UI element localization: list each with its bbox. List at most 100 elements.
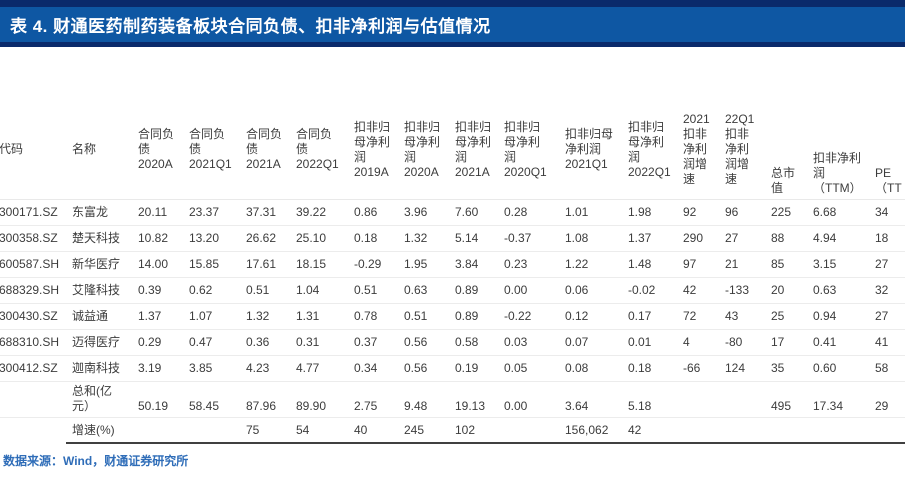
title-bottom-stripe: [0, 42, 905, 47]
cell-r8-c15: [813, 417, 875, 444]
cell-r3-c2: 0.39: [138, 277, 189, 304]
cell-r2-c9: 0.23: [504, 251, 565, 278]
cell-r5-c8: 0.58: [455, 329, 504, 356]
data-source-note: 数据来源：Wind，财通证券研究所: [3, 454, 189, 468]
cell-r3-c5: 1.04: [296, 277, 354, 304]
cell-r6-c2: 3.19: [138, 355, 189, 382]
cell-r5-c4: 0.36: [246, 329, 296, 356]
cell-r1-c15: 4.94: [813, 225, 875, 252]
cell-r1-c1: 楚天科技: [66, 225, 138, 252]
cell-r6-c15: 0.60: [813, 355, 875, 382]
cell-r6-c8: 0.19: [455, 355, 504, 382]
cell-r3-c8: 0.89: [455, 277, 504, 304]
column-header-3: 合同负 债 2021Q1: [189, 100, 246, 200]
column-header-15: 扣非净利 润 （TTM）: [813, 100, 875, 200]
cell-r0-c0: 300171.SZ: [0, 199, 66, 226]
cell-r4-c1: 诚益通: [66, 303, 138, 330]
cell-r3-c10: 0.06: [565, 277, 628, 304]
cell-r1-c10: 1.08: [565, 225, 628, 252]
cell-r8-c5: 54: [296, 417, 354, 444]
cell-r7-c10: 3.64: [565, 381, 628, 418]
title-main-bar: 表 4. 财通医药制药装备板块合同负债、扣非净利润与估值情况: [0, 7, 905, 42]
cell-r3-c15: 0.63: [813, 277, 875, 304]
column-header-11: 扣非归 母净利 润 2022Q1: [628, 100, 683, 200]
cell-r1-c9: -0.37: [504, 225, 565, 252]
cell-r3-c4: 0.51: [246, 277, 296, 304]
title-top-stripe: [0, 0, 905, 7]
cell-r2-c15: 3.15: [813, 251, 875, 278]
cell-r6-c5: 4.77: [296, 355, 354, 382]
row-ailong: 688329.SH 艾隆科技 0.39 0.62 0.51 1.04 0.51 0.63 0.8…: [0, 277, 905, 304]
cell-r4-c12: 72: [683, 303, 725, 330]
cell-r7-c16: 29: [875, 381, 905, 418]
column-header-6: 扣非归 母净利 润 2019A: [354, 100, 404, 200]
cell-r3-c12: 42: [683, 277, 725, 304]
cell-r0-c13: 96: [725, 199, 771, 226]
cell-r7-c6: 2.75: [354, 381, 404, 418]
row-dongfulong: 300171.SZ 东富龙 20.11 23.37 37.31 39.22 0.86 3.96…: [0, 199, 905, 226]
cell-r3-c13: -133: [725, 277, 771, 304]
cell-r6-c1: 迦南科技: [66, 355, 138, 382]
cell-r0-c6: 0.86: [354, 199, 404, 226]
cell-r2-c4: 17.61: [246, 251, 296, 278]
cell-r5-c11: 0.01: [628, 329, 683, 356]
cell-r4-c5: 1.31: [296, 303, 354, 330]
cell-r5-c12: 4: [683, 329, 725, 356]
cell-r8-c4: 75: [246, 417, 296, 444]
cell-r1-c7: 1.32: [404, 225, 455, 252]
cell-r8-c16: [875, 417, 905, 444]
cell-r6-c13: 124: [725, 355, 771, 382]
cell-r0-c10: 1.01: [565, 199, 628, 226]
column-header-8: 扣非归 母净利 润 2021A: [455, 100, 504, 200]
cell-r8-c1: 增速(%): [66, 417, 138, 444]
column-header-12: 2021 扣非 净利 润增 速: [683, 100, 725, 200]
row-xinhua: 600587.SH 新华医疗 14.00 15.85 17.61 18.15 -0.29 1.…: [0, 251, 905, 278]
cell-r2-c7: 1.95: [404, 251, 455, 278]
cell-r8-c9: [504, 417, 565, 444]
column-header-5: 合同负 债 2022Q1: [296, 100, 354, 200]
cell-r2-c8: 3.84: [455, 251, 504, 278]
cell-r4-c4: 1.32: [246, 303, 296, 330]
cell-r8-c6: 40: [354, 417, 404, 444]
cell-r7-c5: 89.90: [296, 381, 354, 418]
cell-r7-c15: 17.34: [813, 381, 875, 418]
row-chutian: 300358.SZ 楚天科技 10.82 13.20 26.62 25.10 0.18 1.3…: [0, 225, 905, 252]
cell-r4-c7: 0.51: [404, 303, 455, 330]
cell-r2-c13: 21: [725, 251, 771, 278]
cell-r7-c2: 50.19: [138, 381, 189, 418]
cell-r8-c11: 42: [628, 417, 683, 444]
cell-r5-c15: 0.41: [813, 329, 875, 356]
cell-r3-c6: 0.51: [354, 277, 404, 304]
table-title-bar: 表 4. 财通医药制药装备板块合同负债、扣非净利润与估值情况: [0, 0, 905, 47]
cell-r6-c6: 0.34: [354, 355, 404, 382]
cell-r2-c6: -0.29: [354, 251, 404, 278]
cell-r5-c10: 0.07: [565, 329, 628, 356]
cell-r2-c0: 600587.SH: [0, 251, 66, 278]
row-growth: 增速(%) 75 54 40 245 102 156,062 42: [0, 417, 905, 444]
cell-r0-c16: 34: [875, 199, 905, 226]
cell-r7-c13: [725, 381, 771, 418]
cell-r6-c3: 3.85: [189, 355, 246, 382]
row-maide: 688310.SH 迈得医疗 0.29 0.47 0.36 0.31 0.37 0.56 0.5…: [0, 329, 905, 356]
cell-r4-c16: 27: [875, 303, 905, 330]
cell-r5-c13: -80: [725, 329, 771, 356]
cell-r2-c2: 14.00: [138, 251, 189, 278]
cell-r0-c1: 东富龙: [66, 199, 138, 226]
column-header-10: 扣非归母 净利润 2021Q1: [565, 100, 628, 200]
cell-r6-c14: 35: [771, 355, 813, 382]
table-container: 代码 名称 合同负 债 2020A 合同负 债 2021Q1 合同负 债 2021A 合同…: [0, 100, 905, 444]
cell-r3-c1: 艾隆科技: [66, 277, 138, 304]
cell-r5-c9: 0.03: [504, 329, 565, 356]
cell-r6-c10: 0.08: [565, 355, 628, 382]
cell-r6-c9: 0.05: [504, 355, 565, 382]
cell-r8-c12: [683, 417, 725, 444]
cell-r1-c16: 18: [875, 225, 905, 252]
cell-r3-c3: 0.62: [189, 277, 246, 304]
cell-r4-c15: 0.94: [813, 303, 875, 330]
footer: 数据来源：Wind，财通证券研究所: [0, 452, 905, 469]
cell-r4-c2: 1.37: [138, 303, 189, 330]
cell-r2-c11: 1.48: [628, 251, 683, 278]
cell-r4-c14: 25: [771, 303, 813, 330]
cell-r4-c3: 1.07: [189, 303, 246, 330]
cell-r1-c11: 1.37: [628, 225, 683, 252]
